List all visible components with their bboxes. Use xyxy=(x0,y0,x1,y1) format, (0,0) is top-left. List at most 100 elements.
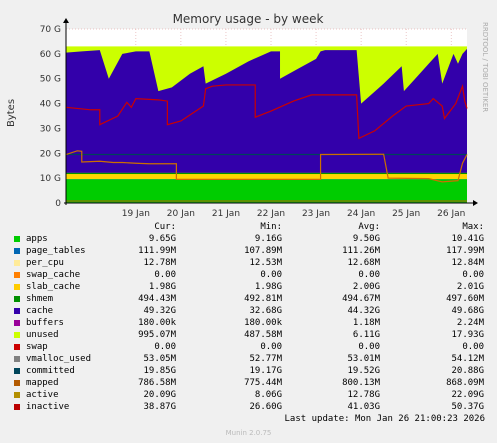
legend-value-avg: 41.03G xyxy=(347,402,380,412)
legend-value-avg: 6.11G xyxy=(352,330,380,340)
legend-row-cache: cache 49.32G 32.68G 44.32G 49.68G xyxy=(0,306,497,317)
legend-row-mapped: mapped 786.58M 775.44M 800.13M 868.09M xyxy=(0,378,497,389)
legend-series-name: swap xyxy=(26,342,48,352)
legend-series-name: active xyxy=(26,390,59,400)
legend-header-cur: Cur: xyxy=(154,222,176,232)
last-update: Last update: Mon Jan 26 21:00:23 2026 xyxy=(284,414,485,424)
y-tick-label: 50 G xyxy=(40,75,61,85)
legend-value-min: 26.60G xyxy=(249,402,282,412)
legend-series-name: apps xyxy=(26,234,48,244)
y-tick-label: 30 G xyxy=(40,124,61,134)
legend-value-cur: 1.98G xyxy=(148,282,176,292)
legend-series-name: per_cpu xyxy=(26,258,64,268)
legend-value-max: 49.68G xyxy=(451,306,484,316)
legend-value-min: 775.44M xyxy=(244,378,282,388)
legend-header-row: Cur: Min: Avg: Max: xyxy=(0,222,497,233)
legend-swatch xyxy=(14,368,20,374)
active-line xyxy=(65,150,468,183)
x-tick-label: 24 Jan xyxy=(347,209,375,219)
legend-row-active: active 20.09G 8.06G 12.78G 22.09G xyxy=(0,390,497,401)
axes xyxy=(63,18,478,206)
legend-value-cur: 0.00 xyxy=(154,342,176,352)
legend-swatch xyxy=(14,392,20,398)
legend-value-avg: 494.67M xyxy=(342,294,380,304)
legend-series-name: vmalloc_used xyxy=(26,354,92,364)
legend-value-min: 8.06G xyxy=(254,390,282,400)
legend-value-cur: 49.32G xyxy=(143,306,176,316)
legend-value-cur: 20.09G xyxy=(143,390,176,400)
legend-series-name: cache xyxy=(26,306,54,316)
legend-value-cur: 995.07M xyxy=(138,330,176,340)
slab-cache-area xyxy=(66,174,467,180)
legend-row-vmalloc_used: vmalloc_used 53.05M 52.77M 53.01M 54.12M xyxy=(0,354,497,365)
legend-value-max: 50.37G xyxy=(451,402,484,412)
legend-value-min: 1.98G xyxy=(254,282,282,292)
legend-series-name: slab_cache xyxy=(26,282,81,292)
legend-value-max: 17.93G xyxy=(451,330,484,340)
x-tick-label: 21 Jan xyxy=(212,209,240,219)
x-tick-label: 20 Jan xyxy=(167,209,195,219)
x-tick-label: 22 Jan xyxy=(257,209,285,219)
legend-series-name: buffers xyxy=(26,318,64,328)
x-axis-arrow xyxy=(473,200,478,206)
legend-swatch xyxy=(14,272,20,278)
legend-row-unused: unused 995.07M 487.58M 6.11G 17.93G xyxy=(0,330,497,341)
legend-value-avg: 111.26M xyxy=(342,246,380,256)
y-tick-label: 10 G xyxy=(40,174,61,184)
legend-row-per_cpu: per_cpu 12.78M 12.53M 12.68M 12.84M xyxy=(0,258,497,269)
legend-row-shmem: shmem 494.43M 492.81M 494.67M 497.60M xyxy=(0,294,497,305)
legend-value-cur: 494.43M xyxy=(138,294,176,304)
legend-value-avg: 0.00 xyxy=(358,270,380,280)
legend-swatch xyxy=(14,380,20,386)
legend-row-swap: swap 0.00 0.00 0.00 0.00 xyxy=(0,342,497,353)
legend-swatch xyxy=(14,236,20,242)
legend-value-avg: 0.00 xyxy=(358,342,380,352)
legend-swatch xyxy=(14,332,20,338)
legend-value-avg: 19.52G xyxy=(347,366,380,376)
legend-value-cur: 0.00 xyxy=(154,270,176,280)
legend-value-min: 487.58M xyxy=(244,330,282,340)
y-tick-label: 70 G xyxy=(40,25,61,35)
legend-row-page_tables: page_tables 111.99M 107.89M 111.26M 117.99M xyxy=(0,246,497,257)
legend-swatch xyxy=(14,284,20,290)
legend-value-cur: 53.05M xyxy=(143,354,176,364)
x-tick-label: 26 Jan xyxy=(437,209,465,219)
x-tick-labels: 19 Jan 20 Jan 21 Jan 22 Jan 23 Jan 24 Jan 25 J… xyxy=(122,209,466,219)
legend-value-max: 0.00 xyxy=(462,342,484,352)
x-tick-label: 25 Jan xyxy=(392,209,420,219)
legend-value-cur: 9.65G xyxy=(148,234,176,244)
legend-value-max: 497.60M xyxy=(446,294,484,304)
legend-series-name: swap_cache xyxy=(26,270,81,280)
legend-swatch xyxy=(14,404,20,410)
legend-value-min: 52.77M xyxy=(249,354,282,364)
legend-value-avg: 53.01M xyxy=(347,354,380,364)
legend-row-committed: committed 19.85G 19.17G 19.52G 20.88G xyxy=(0,366,497,377)
legend-value-min: 9.16G xyxy=(254,234,282,244)
legend-series-name: unused xyxy=(26,330,59,340)
y-tick-label: 60 G xyxy=(40,50,61,60)
legend-value-max: 22.09G xyxy=(451,390,484,400)
legend-swatch xyxy=(14,296,20,302)
y-axis-arrow xyxy=(63,18,69,23)
legend-series-name: mapped xyxy=(26,378,59,388)
legend-value-min: 492.81M xyxy=(244,294,282,304)
legend-row-swap_cache: swap_cache 0.00 0.00 0.00 0.00 xyxy=(0,270,497,281)
legend-series-name: inactive xyxy=(26,402,70,412)
legend-swatch xyxy=(14,344,20,350)
legend-value-min: 180.00k xyxy=(244,318,282,328)
legend-value-cur: 180.00k xyxy=(138,318,176,328)
legend-row-apps: apps 9.65G 9.16G 9.50G 10.41G xyxy=(0,234,497,245)
legend-value-avg: 800.13M xyxy=(342,378,380,388)
legend-value-avg: 12.68M xyxy=(347,258,380,268)
legend-swatch xyxy=(14,260,20,266)
legend-value-min: 19.17G xyxy=(249,366,282,376)
legend-value-max: 12.84M xyxy=(451,258,484,268)
legend-value-min: 107.89M xyxy=(244,246,282,256)
legend-value-cur: 38.87G xyxy=(143,402,176,412)
legend-value-cur: 111.99M xyxy=(138,246,176,256)
legend-value-max: 54.12M xyxy=(451,354,484,364)
legend-value-cur: 786.58M xyxy=(138,378,176,388)
legend-swatch xyxy=(14,248,20,254)
legend-header-min: Min: xyxy=(260,222,282,232)
legend-value-max: 117.99M xyxy=(446,246,484,256)
